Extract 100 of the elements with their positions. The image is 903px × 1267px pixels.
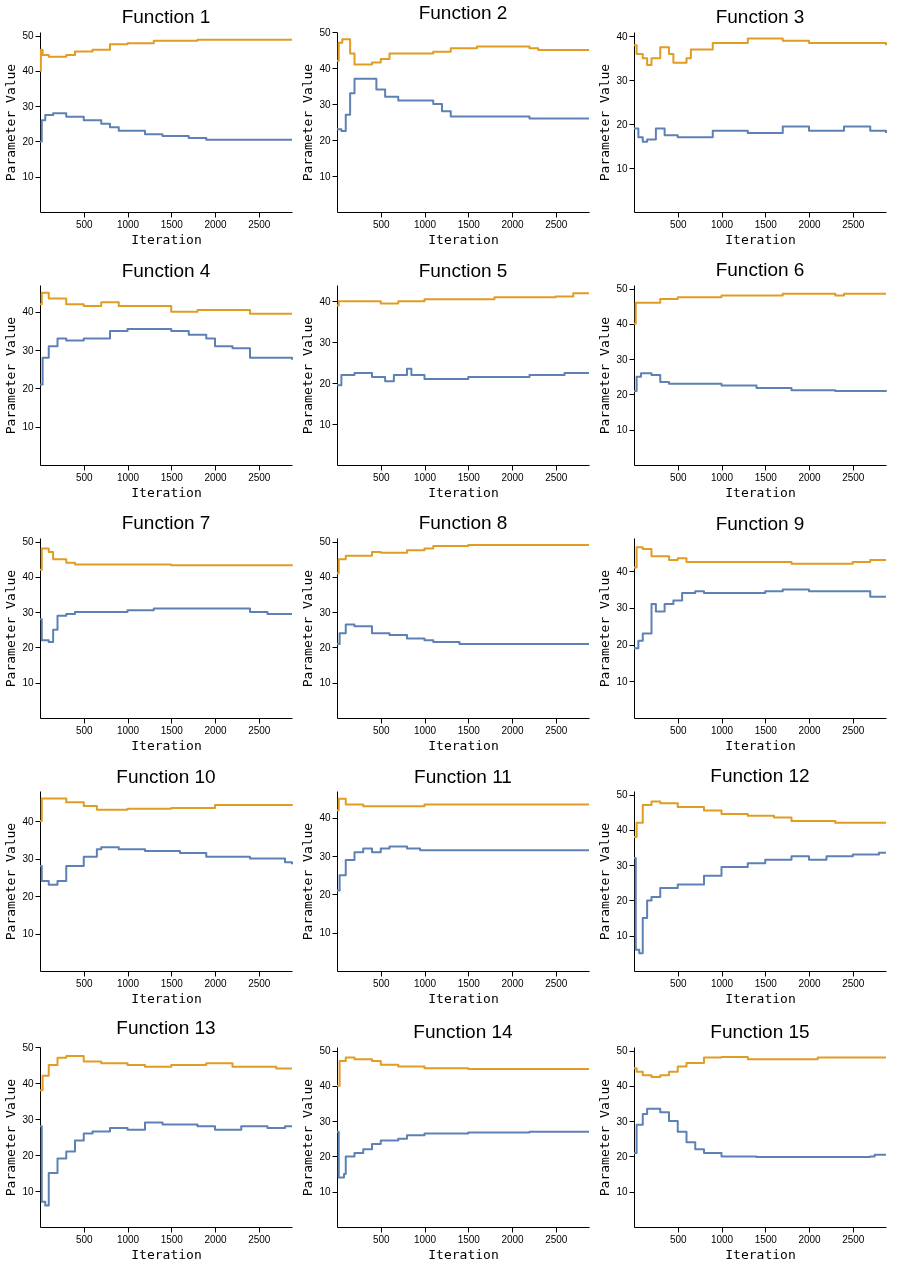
x-tick-label: 1500 — [160, 471, 184, 483]
x-tick-label: 1500 — [457, 218, 481, 230]
y-tick-label: 40 — [319, 62, 331, 74]
y-tick-label: 20 — [616, 639, 628, 651]
x-tick-label: 1000 — [413, 1233, 437, 1245]
y-tick-label: 30 — [22, 100, 34, 112]
x-axis-title: Iteration — [428, 484, 499, 500]
y-tick-label: 20 — [22, 135, 34, 147]
x-tick-label: 500 — [372, 471, 391, 483]
y-tick-label: 20 — [22, 1149, 34, 1161]
y-tick-label: 10 — [22, 1185, 34, 1197]
y-axis-title: Parameter Value — [300, 1078, 316, 1197]
y-tick-label: 40 — [22, 1077, 34, 1089]
y-tick-label: 50 — [616, 1045, 628, 1057]
x-tick-label: 2000 — [204, 471, 228, 483]
y-tick-label: 50 — [319, 536, 331, 548]
x-tick-label: 2000 — [798, 218, 822, 230]
x-tick-label: 1500 — [457, 724, 481, 736]
y-axis-title: Parameter Value — [300, 822, 316, 941]
y-tick-label: 10 — [319, 170, 331, 182]
y-tick-label: 40 — [319, 1080, 331, 1092]
y-axis-title: Parameter Value — [3, 63, 19, 182]
y-axis-title: Parameter Value — [597, 316, 613, 435]
y-tick-label: 30 — [319, 1115, 331, 1127]
x-tick-label: 1500 — [160, 1233, 184, 1245]
y-tick-label: 50 — [319, 1045, 331, 1057]
chart-title: Function 12 — [710, 764, 810, 786]
x-tick-label: 500 — [75, 1233, 94, 1245]
x-tick-label: 1500 — [754, 471, 778, 483]
x-tick-label: 2500 — [842, 471, 865, 483]
y-tick-label: 20 — [22, 641, 34, 653]
x-tick-label: 2000 — [798, 1233, 822, 1245]
x-axis-title: Iteration — [725, 990, 796, 1006]
y-axis-title: Parameter Value — [597, 569, 613, 688]
x-axis-title: Iteration — [131, 484, 202, 500]
y-tick-label: 40 — [319, 295, 331, 307]
y-axis-title: Parameter Value — [3, 822, 19, 941]
y-tick-label: 30 — [319, 850, 331, 862]
y-tick-label: 20 — [616, 388, 628, 400]
y-tick-label: 30 — [22, 344, 34, 356]
x-tick-label: 2500 — [842, 1233, 865, 1245]
x-tick-label: 2500 — [545, 218, 568, 230]
x-axis-title: Iteration — [725, 484, 796, 500]
x-tick-label: 1500 — [754, 218, 778, 230]
y-tick-label: 30 — [616, 353, 628, 365]
x-tick-label: 500 — [669, 977, 688, 989]
x-axis-title: Iteration — [428, 231, 499, 247]
x-tick-label: 1000 — [116, 1233, 140, 1245]
x-tick-label: 1000 — [710, 471, 734, 483]
y-tick-label: 20 — [616, 894, 628, 906]
x-tick-label: 1500 — [160, 218, 184, 230]
x-tick-label: 500 — [669, 471, 688, 483]
y-tick-label: 30 — [22, 853, 34, 864]
x-tick-label: 1500 — [754, 977, 778, 989]
x-tick-label: 2500 — [545, 1233, 568, 1245]
x-axis-title: Iteration — [428, 1246, 499, 1262]
x-tick-label: 2500 — [545, 977, 568, 989]
x-axis-title: Iteration — [428, 990, 499, 1006]
chart-title: Function 13 — [116, 1017, 216, 1038]
y-axis-title: Parameter Value — [597, 1078, 613, 1197]
x-tick-label: 2000 — [204, 724, 228, 736]
x-tick-label: 1500 — [457, 977, 481, 989]
y-tick-label: 10 — [22, 171, 34, 183]
y-tick-label: 30 — [616, 859, 628, 871]
y-tick-label: 30 — [22, 606, 34, 618]
x-tick-label: 2000 — [501, 724, 525, 736]
y-tick-label: 20 — [319, 134, 331, 146]
x-tick-label: 2000 — [501, 471, 525, 483]
chart-title: Function 5 — [418, 260, 508, 281]
y-axis-title: Parameter Value — [597, 63, 613, 182]
x-tick-label: 1000 — [413, 218, 437, 230]
y-axis-title: Parameter Value — [3, 1078, 19, 1197]
x-tick-label: 2500 — [842, 724, 865, 736]
y-tick-label: 30 — [319, 606, 331, 618]
x-axis-title: Iteration — [131, 1246, 202, 1262]
x-tick-label: 500 — [372, 1233, 391, 1245]
y-tick-label: 40 — [22, 815, 34, 827]
y-tick-label: 30 — [616, 602, 628, 614]
y-tick-label: 20 — [616, 1150, 628, 1162]
x-tick-label: 2500 — [248, 977, 271, 989]
x-tick-label: 500 — [372, 977, 391, 989]
y-tick-label: 10 — [319, 677, 331, 689]
x-tick-label: 2000 — [798, 977, 822, 989]
y-tick-label: 10 — [616, 1186, 628, 1198]
x-axis-title: Iteration — [725, 231, 796, 247]
y-tick-label: 10 — [319, 418, 331, 430]
x-tick-label: 2500 — [545, 471, 568, 483]
y-tick-label: 30 — [616, 74, 628, 86]
chart-title: Function 10 — [116, 766, 216, 787]
x-tick-label: 2500 — [248, 471, 271, 483]
y-tick-label: 50 — [22, 536, 34, 548]
x-tick-label: 1000 — [710, 977, 734, 989]
y-tick-label: 20 — [22, 382, 34, 394]
x-axis-title: Iteration — [131, 231, 202, 247]
y-tick-label: 50 — [22, 30, 34, 42]
x-tick-label: 500 — [75, 471, 94, 483]
y-axis-title: Parameter Value — [300, 569, 316, 688]
y-axis-title: Parameter Value — [597, 822, 613, 941]
x-tick-label: 2500 — [248, 724, 271, 736]
x-tick-label: 2000 — [798, 724, 822, 736]
